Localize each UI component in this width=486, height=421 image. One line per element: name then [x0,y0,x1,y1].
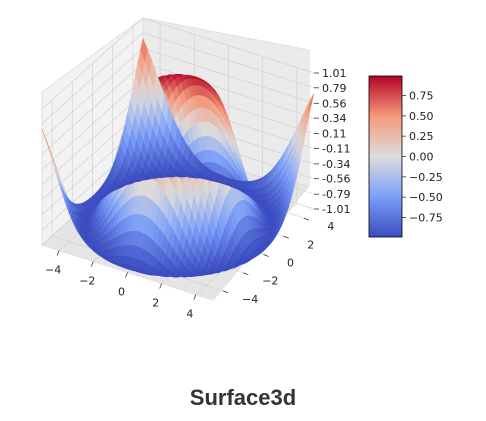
colorbar-tick: −0.75 [402,211,443,224]
svg-text:−0.25: −0.25 [409,171,443,184]
svg-text:2: 2 [152,297,159,310]
x-axis-ticks: −4 −2 0 2 4 [45,250,197,321]
colorbar-tick: 0.00 [402,151,434,164]
y-tick: 2 [283,235,314,251]
z-tick: 0.11 [314,128,347,141]
svg-text:-0.79: -0.79 [322,188,350,201]
svg-text:0.11: 0.11 [322,128,347,141]
colorbar-gradient [368,75,403,238]
x-tick: −4 [45,250,61,277]
svg-text:−2: −2 [79,275,95,288]
x-tick: 0 [118,272,128,299]
svg-text:0.00: 0.00 [409,151,434,164]
svg-text:-0.34: -0.34 [322,158,350,171]
z-tick: -0.79 [314,188,350,201]
svg-text:−4: −4 [242,293,258,306]
svg-text:0.79: 0.79 [322,82,347,95]
y-tick: −4 [222,290,258,306]
x-tick: −2 [79,261,95,288]
colorbar-ticks: 0.75 0.50 0.25 0.00 −0.25 −0.50 −0.75 [402,90,443,224]
svg-text:-0.56: -0.56 [322,173,350,186]
colorbar [368,75,403,238]
svg-text:0: 0 [287,257,294,270]
svg-text:−0.50: −0.50 [409,191,443,204]
svg-text:4: 4 [327,220,334,233]
colorbar-tick: −0.25 [402,171,443,184]
svg-text:-1.01: -1.01 [322,203,350,216]
surface-facet [140,37,148,63]
svg-text:−4: −4 [45,264,61,277]
chart-caption: Surface3d [189,385,297,410]
z-tick: 0.34 [314,112,347,125]
colorbar-tick: 0.50 [402,110,434,123]
x-tick: 2 [152,283,163,310]
z-axis-ticks: 1.01 0.79 0.56 0.34 0.11-0.11 -0.34 -0.56 -0.79… [314,67,350,216]
colorbar-tick: 0.25 [402,130,434,143]
x-tick: 4 [186,294,197,321]
y-tick: 4 [303,217,334,233]
colorbar-tick: −0.50 [402,191,443,204]
z-tick: -0.11 [314,142,350,155]
svg-text:1.01: 1.01 [322,67,347,80]
svg-text:0.50: 0.50 [409,110,434,123]
z-tick: 0.56 [314,97,347,110]
svg-text:−0.75: −0.75 [409,211,443,224]
svg-text:0.25: 0.25 [409,130,434,143]
svg-text:0.34: 0.34 [322,112,347,125]
svg-text:2: 2 [307,238,314,251]
svg-text:−2: −2 [262,275,278,288]
z-tick: -0.34 [314,158,350,171]
y-axis-ticks: −4 −2 024 [222,217,334,306]
svg-text:4: 4 [186,308,193,321]
z-tick: 0.79 [314,82,347,95]
svg-text:-0.11: -0.11 [322,142,350,155]
z-tick: 1.01 [314,67,347,80]
grid-line [41,32,315,125]
y-tick: −2 [243,272,278,288]
colorbar-tick: 0.75 [402,90,434,103]
grid-line [41,17,315,110]
surface-mesh [41,37,315,278]
svg-text:0.75: 0.75 [409,90,434,103]
z-tick: -0.56 [314,173,350,186]
z-tick: -1.01 [314,203,350,216]
svg-text:0.56: 0.56 [322,97,347,110]
svg-text:0: 0 [118,286,125,299]
y-tick: 0 [263,254,294,270]
